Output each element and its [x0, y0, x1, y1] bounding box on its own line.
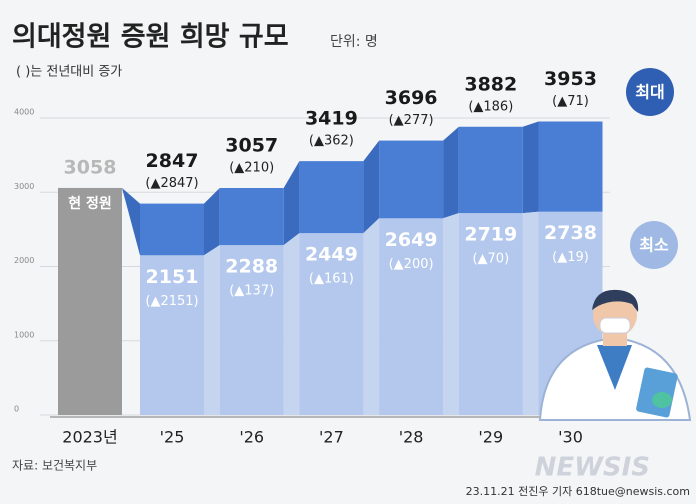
max-band	[140, 203, 204, 256]
watermark: NEWSIS	[535, 453, 650, 483]
connector-lower	[522, 211, 539, 415]
connector	[283, 161, 300, 246]
current-label: 현 정원	[68, 195, 112, 212]
min-value-label: 2288	[225, 256, 278, 278]
min-value-label: 2151	[146, 266, 199, 288]
y-tick-label: 4000	[14, 108, 34, 117]
max-value-label: 3696	[385, 87, 438, 109]
current-value-label: 3058	[64, 156, 117, 178]
min-change-label: (▲161)	[309, 272, 354, 287]
connector-lower	[204, 245, 220, 415]
max-band	[538, 121, 603, 212]
legend-max-marker	[626, 68, 674, 116]
connector	[122, 187, 140, 256]
connector	[204, 188, 220, 256]
min-change-label: (▲70)	[472, 252, 509, 267]
connector	[522, 121, 539, 214]
max-change-label: (▲2847)	[145, 176, 198, 191]
x-tick-label: '25	[160, 428, 185, 447]
min-change-label: (▲2151)	[145, 294, 198, 309]
y-tick-label: 3000	[14, 182, 34, 191]
x-tick-label: '28	[399, 428, 424, 447]
max-value-label: 2847	[146, 150, 199, 172]
connector	[443, 126, 459, 219]
x-tick-label: '27	[319, 428, 344, 447]
max-band	[299, 161, 364, 234]
max-change-label: (▲210)	[229, 161, 274, 176]
legend-min-label: 최소	[639, 236, 669, 255]
max-value-label: 3882	[464, 73, 517, 95]
min-bar	[219, 245, 284, 415]
max-band	[379, 140, 444, 219]
min-change-label: (▲200)	[389, 257, 434, 272]
unit-label: 단위: 명	[330, 34, 378, 50]
min-change-label: (▲137)	[229, 284, 274, 299]
min-value-label: 2719	[464, 224, 517, 246]
x-tick-label: '26	[239, 428, 264, 447]
max-band	[219, 188, 284, 246]
subtitle: ( )는 전년대비 증가	[16, 65, 122, 80]
doctor-illustration	[538, 289, 692, 421]
min-change-label: (▲19)	[552, 250, 589, 265]
min-bar	[299, 233, 364, 415]
max-value-label: 3419	[305, 108, 358, 130]
min-bar	[379, 218, 444, 415]
connector-lower	[363, 218, 380, 415]
x-tick-label: 2023년	[62, 428, 117, 447]
max-value-label: 3953	[544, 68, 597, 90]
min-value-label: 2649	[385, 229, 438, 251]
max-change-label: (▲71)	[552, 94, 589, 109]
chart-title: 의대정원 증원 희망 규모	[12, 22, 289, 53]
legend-max-label: 최대	[635, 83, 664, 102]
current-bar	[58, 187, 122, 415]
connector	[363, 140, 380, 234]
min-bar	[140, 255, 204, 415]
max-change-label: (▲277)	[389, 113, 434, 128]
x-tick-label: '30	[558, 428, 583, 447]
max-band	[458, 126, 523, 214]
connector-lower	[283, 233, 300, 415]
min-value-label: 2738	[544, 222, 597, 244]
connector-lower	[443, 213, 459, 415]
y-tick-label: 0	[14, 405, 19, 414]
plot: 0 1000 2000 3000 4000 3058 현 정원 2847 (▲2847) 2151…	[14, 68, 678, 447]
max-change-label: (▲186)	[468, 99, 513, 114]
y-tick-label: 1000	[14, 330, 34, 339]
min-value-label: 2449	[305, 244, 358, 266]
credit: 23.11.21 전진우 기자 618tue@newsis.com	[466, 485, 690, 498]
x-tick-label: '29	[478, 428, 503, 447]
legend-min-marker	[630, 221, 678, 269]
max-value-label: 3057	[225, 135, 278, 157]
y-tick-label: 2000	[14, 256, 34, 265]
max-change-label: (▲362)	[309, 134, 354, 149]
source: 자료: 보건복지부	[12, 459, 97, 473]
min-bar	[458, 213, 523, 415]
